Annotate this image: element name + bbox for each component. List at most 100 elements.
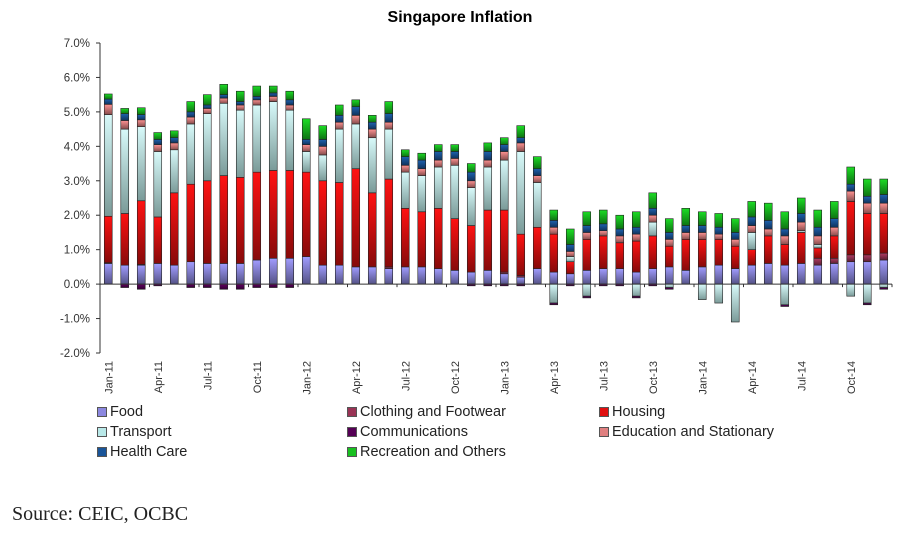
bar-segment-health-care bbox=[136, 114, 146, 121]
bar-segment-housing bbox=[268, 170, 278, 259]
bar-stack-Sep-13 bbox=[631, 211, 641, 299]
bar-stack-Jul-13 bbox=[598, 209, 608, 287]
bar-stack-Nov-12 bbox=[466, 163, 476, 287]
bar-segment-recreation-and-others bbox=[400, 149, 410, 157]
bar-segment-housing bbox=[466, 225, 476, 273]
bar-segment-transport bbox=[730, 283, 740, 323]
bar-segment-health-care bbox=[846, 183, 856, 192]
bar-segment-housing bbox=[780, 244, 790, 266]
bar-segment-recreation-and-others bbox=[730, 218, 740, 233]
bar-segment-food bbox=[499, 273, 509, 285]
bar-segment-health-care bbox=[516, 137, 526, 144]
legend-label-recreation: Recreation and Others bbox=[360, 444, 506, 460]
bar-segment-food bbox=[466, 271, 476, 285]
bar-segment-food bbox=[829, 263, 839, 285]
bar-segment-transport bbox=[235, 109, 245, 178]
bar-segment-food bbox=[516, 276, 526, 285]
bar-segment-communications bbox=[268, 283, 278, 288]
bar-segment-recreation-and-others bbox=[714, 213, 724, 228]
legend-swatch-communications bbox=[347, 427, 357, 437]
bar-segment-food bbox=[433, 268, 443, 285]
bar-segment-transport bbox=[565, 256, 575, 263]
bar-segment-housing bbox=[103, 215, 113, 264]
bar-segment-housing bbox=[516, 233, 526, 276]
bar-stack-Mar-11 bbox=[136, 107, 146, 290]
bar-segment-communications bbox=[285, 283, 295, 288]
bar-segment-food bbox=[120, 264, 130, 285]
bar-segment-recreation-and-others bbox=[516, 125, 526, 139]
bar-segment-health-care bbox=[730, 232, 740, 240]
bar-segment-food bbox=[202, 263, 212, 285]
bar-segment-health-care bbox=[499, 144, 509, 152]
legend-label-health-care: Health Care bbox=[110, 444, 188, 460]
bar-segment-housing bbox=[532, 226, 542, 269]
bar-segment-recreation-and-others bbox=[219, 84, 229, 95]
bar-segment-education-and-stationary bbox=[120, 120, 130, 130]
bar-stack-Aug-14 bbox=[813, 209, 823, 285]
bar-segment-recreation-and-others bbox=[664, 218, 674, 233]
bar-segment-education-and-stationary bbox=[153, 144, 163, 152]
bar-segment-education-and-stationary bbox=[433, 159, 443, 168]
x-tick-label: Apr-13 bbox=[549, 361, 561, 394]
bar-stack-Jan-14 bbox=[697, 211, 707, 300]
bar-segment-education-and-stationary bbox=[384, 121, 394, 130]
bar-segment-housing bbox=[615, 242, 625, 269]
bar-segment-food bbox=[169, 264, 179, 285]
bar-segment-communications bbox=[136, 283, 146, 290]
bar-stack-Apr-13 bbox=[549, 209, 559, 306]
legend-item-food: Food bbox=[97, 404, 143, 420]
bar-stack-Apr-12 bbox=[351, 99, 361, 285]
bar-segment-education-and-stationary bbox=[763, 228, 773, 237]
bar-stack-Sep-11 bbox=[235, 90, 245, 290]
bar-segment-transport bbox=[516, 151, 526, 235]
legend-label-education: Education and Stationary bbox=[612, 424, 775, 440]
bar-segment-recreation-and-others bbox=[301, 118, 311, 140]
bar-segment-housing bbox=[186, 183, 196, 263]
bar-segment-education-and-stationary bbox=[219, 97, 229, 104]
bar-segment-food bbox=[763, 263, 773, 285]
bar-segment-communications bbox=[582, 295, 592, 299]
legend-swatch-health-care bbox=[97, 447, 107, 457]
chart-title: Singapore Inflation bbox=[388, 9, 533, 26]
x-tick-label: Oct-11 bbox=[252, 361, 264, 393]
bar-segment-transport bbox=[318, 154, 328, 182]
bar-segment-food bbox=[681, 270, 691, 285]
bar-segment-food bbox=[615, 268, 625, 285]
bar-segment-education-and-stationary bbox=[400, 164, 410, 173]
bar-segment-education-and-stationary bbox=[681, 232, 691, 240]
bar-segment-transport bbox=[813, 244, 823, 249]
bar-segment-education-and-stationary bbox=[516, 142, 526, 152]
bar-segment-food bbox=[862, 261, 872, 285]
bar-segment-food bbox=[367, 266, 377, 285]
bar-segment-transport bbox=[202, 113, 212, 182]
bar-segment-transport bbox=[450, 164, 460, 219]
legend-swatch-transport bbox=[97, 427, 107, 437]
bar-segment-food bbox=[136, 264, 146, 285]
bar-stack-May-13 bbox=[565, 228, 575, 287]
bar-segment-transport bbox=[631, 283, 641, 297]
bar-segment-recreation-and-others bbox=[763, 202, 773, 221]
y-tick-label: 4.0% bbox=[64, 141, 90, 153]
bar-segment-health-care bbox=[648, 208, 658, 216]
bar-stack-Apr-14 bbox=[747, 201, 757, 285]
bar-segment-education-and-stationary bbox=[615, 235, 625, 244]
x-tick-label: Jul-13 bbox=[598, 361, 610, 391]
bar-segment-recreation-and-others bbox=[252, 85, 262, 97]
bar-segment-housing bbox=[813, 247, 823, 259]
bar-segment-transport bbox=[862, 283, 872, 304]
bar-segment-education-and-stationary bbox=[202, 108, 212, 114]
bar-segment-food bbox=[549, 271, 559, 285]
bar-segment-education-and-stationary bbox=[532, 175, 542, 183]
bar-segment-housing bbox=[582, 239, 592, 271]
bar-stack-Dec-12 bbox=[483, 142, 493, 287]
bar-stack-Feb-13 bbox=[516, 125, 526, 287]
bar-segment-food bbox=[285, 257, 295, 285]
bar-segment-food bbox=[714, 264, 724, 285]
bar-segment-health-care bbox=[186, 111, 196, 118]
y-tick-label: -1.0% bbox=[60, 314, 90, 326]
bar-segment-health-care bbox=[664, 232, 674, 240]
bar-segment-recreation-and-others bbox=[846, 166, 856, 185]
bar-segment-health-care bbox=[549, 220, 559, 228]
bar-segment-transport bbox=[153, 151, 163, 218]
bar-segment-education-and-stationary bbox=[664, 239, 674, 247]
